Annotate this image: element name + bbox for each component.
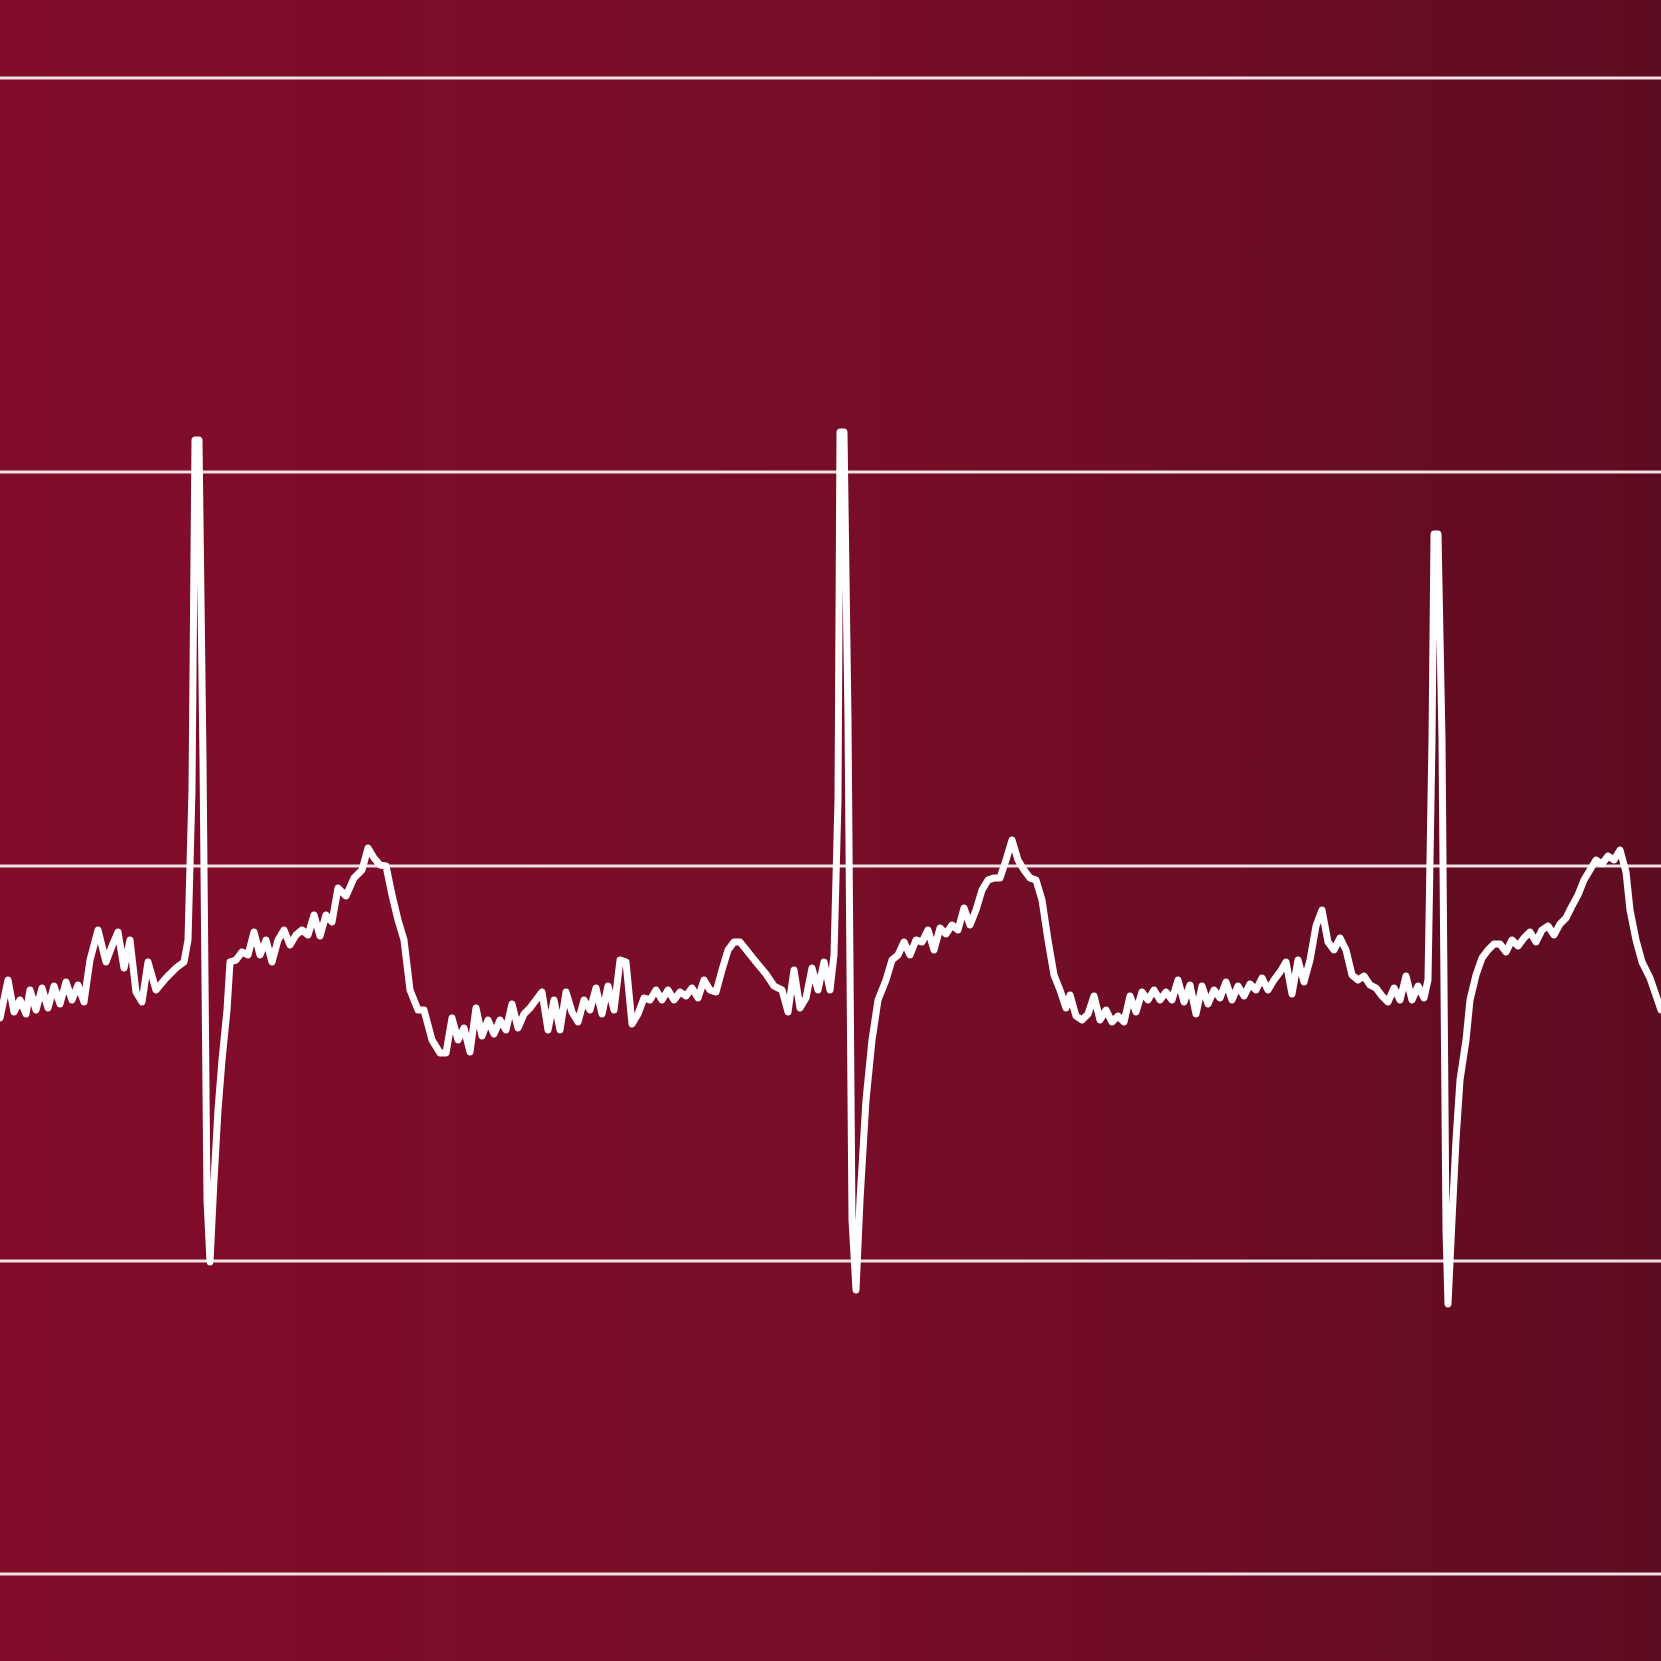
ecg-trace (0, 428, 1661, 1308)
gridlines (0, 76, 1661, 1576)
